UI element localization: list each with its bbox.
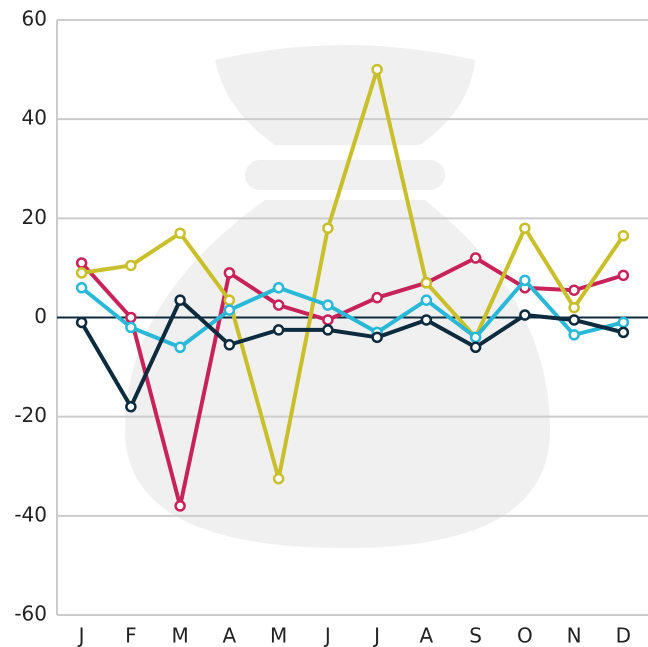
point [323, 315, 332, 324]
point [176, 343, 185, 352]
point [225, 340, 234, 349]
point [323, 224, 332, 233]
point [225, 306, 234, 315]
point [619, 271, 628, 280]
point [471, 333, 480, 342]
x-tick-label: J [323, 624, 331, 647]
point [373, 65, 382, 74]
x-tick-label: A [420, 624, 434, 647]
x-tick-label: D [616, 624, 631, 647]
x-tick-label: J [77, 624, 85, 647]
x-tick-label: A [223, 624, 237, 647]
point [126, 323, 135, 332]
point [520, 276, 529, 285]
x-tick-label: M [171, 624, 188, 647]
point [77, 283, 86, 292]
y-tick-label: -20 [14, 403, 47, 427]
point [274, 474, 283, 483]
point [570, 330, 579, 339]
bag-top [215, 45, 475, 145]
x-tick-label: M [270, 624, 287, 647]
chart: -60 -40 -20 0 20 40 60 J F M A M J J A S O N D [0, 0, 648, 647]
point [176, 501, 185, 510]
point [77, 318, 86, 327]
point [323, 325, 332, 334]
point [619, 231, 628, 240]
y-tick-label: 0 [34, 304, 47, 328]
point [570, 303, 579, 312]
point [471, 343, 480, 352]
y-tick-label: 60 [22, 7, 47, 31]
bag-body [125, 200, 550, 548]
point [373, 333, 382, 342]
y-tick-label: 20 [22, 205, 47, 229]
point [570, 286, 579, 295]
point [274, 301, 283, 310]
point [422, 296, 431, 305]
y-tick-label: 40 [22, 106, 47, 130]
point [225, 296, 234, 305]
point [274, 325, 283, 334]
point [77, 258, 86, 267]
x-tick-label: F [125, 624, 137, 647]
point [176, 296, 185, 305]
x-tick-label: O [517, 624, 533, 647]
point [520, 311, 529, 320]
x-tick-label: S [469, 624, 482, 647]
point [422, 315, 431, 324]
point [225, 268, 234, 277]
point [176, 229, 185, 238]
point [126, 313, 135, 322]
point [520, 224, 529, 233]
point [323, 301, 332, 310]
point [619, 328, 628, 337]
point [570, 315, 579, 324]
point [126, 402, 135, 411]
x-tick-label: J [372, 624, 380, 647]
point [373, 293, 382, 302]
point [471, 254, 480, 263]
point [126, 261, 135, 270]
y-tick-label: -60 [14, 602, 47, 626]
y-tick-label: -40 [14, 502, 47, 526]
x-tick-label: N [567, 624, 582, 647]
point [422, 278, 431, 287]
point [619, 318, 628, 327]
point [274, 283, 283, 292]
point [77, 268, 86, 277]
